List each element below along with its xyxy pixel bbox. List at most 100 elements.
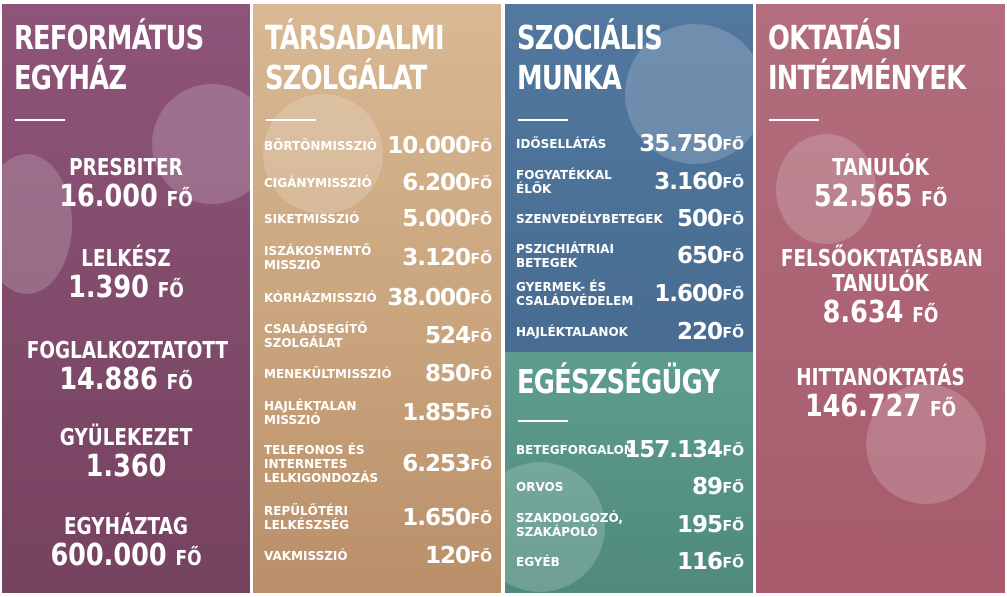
row-unit: FŐ (722, 555, 744, 572)
list-item: SZAKDOLGOZÓ, SZAKÁPOLÓ 195 FŐ (516, 509, 744, 541)
panel-title: REFORMÁTUS EGYHÁZ (14, 18, 204, 97)
stat-value: 146.727 (804, 389, 922, 424)
divider (518, 420, 568, 422)
stat-label: GYÜLEKEZET (59, 425, 193, 451)
stat-value: 1.390 (68, 270, 149, 305)
stat-unit: FŐ (912, 303, 939, 327)
row-label: ORVOS (516, 480, 564, 494)
divider (769, 119, 819, 121)
row-value: 38.000 (387, 285, 471, 311)
row-label: SZAKDOLGOZÓ, SZAKÁPOLÓ (516, 511, 623, 539)
stat-value: 52.565 (813, 179, 913, 214)
row-label: IDŐSELLÁTÁS (516, 137, 607, 151)
stat-value: 1.360 (85, 449, 167, 484)
background-photo (776, 134, 876, 244)
row-unit: FŐ (470, 457, 492, 474)
list-item: HAJLÉKTALAN MISSZIÓ 1.855 FŐ (264, 397, 492, 429)
stat-value: 16.000 (59, 179, 158, 214)
row-value: 6.200 (402, 170, 471, 196)
background-photo (625, 24, 753, 164)
row-label: MENEKÜLTMISSZIÓ (264, 367, 392, 381)
row-label: REPÜLŐTÉRI LELKÉSZSÉG (264, 504, 350, 532)
row-unit: FŐ (470, 549, 492, 566)
row-unit: FŐ (722, 212, 744, 229)
row-unit: FŐ (722, 137, 744, 154)
stat-felsooktatas: FELSŐOKTATÁSBAN TANULÓK 8.634 FŐ (756, 247, 1005, 331)
row-value: 1.650 (402, 505, 471, 531)
row-label: EGYÉB (516, 555, 560, 569)
stat-hittanoktatas: HITTANOKTATÁS 146.727 FŐ (756, 366, 1005, 425)
list-item: PSZICHIÁTRIAI BETEGEK 650 FŐ (516, 240, 744, 272)
panel-tarsadalmi: TÁRSADALMI SZOLGÁLAT BÖRTÖNMISSZIÓ 10.000… (253, 4, 501, 593)
row-unit: FŐ (722, 480, 744, 497)
row-value: 1.600 (654, 281, 723, 307)
row-unit: FŐ (722, 325, 744, 342)
row-label: PSZICHIÁTRIAI BETEGEK (516, 242, 614, 270)
list-item: SZENVEDÉLYBETEGEK 500 FŐ (516, 203, 744, 235)
row-value: 157.134 (624, 437, 723, 463)
row-value: 3.120 (402, 245, 471, 271)
stat-unit: FŐ (929, 397, 957, 421)
row-unit: FŐ (470, 367, 492, 384)
panel-reformatus: REFORMÁTUS EGYHÁZ PRESBITER 16.000 FŐ LE… (2, 4, 250, 593)
stat-value: 8.634 (822, 295, 904, 330)
list-item: CSALÁDSEGÍTŐ SZOLGÁLAT 524 FŐ (264, 320, 492, 352)
row-unit: FŐ (470, 329, 492, 346)
row-label: SIKETMISSZIÓ (264, 212, 360, 226)
list-item: EGYÉB 116 FŐ (516, 546, 744, 578)
row-value: 1.855 (402, 400, 471, 426)
divider (15, 119, 65, 121)
list-item: TELEFONOS ÉS INTERNETES LELKIGONDOZÁS 6.2… (264, 443, 492, 485)
list-item: KÓRHÁZMISSZIÓ 38.000 FŐ (264, 282, 492, 314)
row-label: SZENVEDÉLYBETEGEK (516, 212, 663, 226)
stat-label: PRESBITER (69, 155, 183, 181)
row-value: 116 (676, 549, 723, 575)
row-value: 35.750 (639, 131, 723, 157)
row-value: 6.253 (402, 451, 471, 477)
row-unit: FŐ (470, 511, 492, 528)
background-photo (505, 462, 605, 592)
background-photo (866, 384, 986, 504)
stat-label: FOGLALKOZTATOTT (26, 338, 228, 364)
list-item: VAKMISSZIÓ 120 FŐ (264, 540, 492, 572)
divider (518, 119, 568, 121)
stat-gyulekezet: GYÜLEKEZET 1.360 (2, 426, 250, 485)
background-photo (263, 94, 383, 214)
row-label: CIGÁNYMISSZIÓ (264, 176, 372, 190)
row-label: ISZÁKOSMENTŐ MISSZIÓ (264, 244, 372, 272)
row-unit: FŐ (470, 176, 492, 193)
row-value: 650 (676, 243, 723, 269)
row-label: BÖRTÖNMISSZIÓ (264, 139, 377, 153)
row-unit: FŐ (722, 175, 744, 192)
list-item: GYERMEK- ÉS CSALÁDVÉDELEM 1.600 FŐ (516, 278, 744, 310)
list-item: IDŐSELLÁTÁS 35.750 FŐ (516, 128, 744, 160)
row-unit: FŐ (722, 518, 744, 535)
list-item: BÖRTÖNMISSZIÓ 10.000 FŐ (264, 130, 492, 162)
stat-foglalkoztatott: FOGLALKOZTATOTT 14.886 FŐ (2, 339, 250, 398)
stat-unit: FŐ (166, 370, 193, 394)
background-photo (2, 154, 72, 294)
list-item: REPÜLŐTÉRI LELKÉSZSÉG 1.650 FŐ (264, 502, 492, 534)
row-label: CSALÁDSEGÍTŐ SZOLGÁLAT (264, 322, 368, 350)
panel-title: SZOCIÁLIS MUNKA (517, 18, 663, 97)
stat-label: LELKÉSZ (81, 246, 171, 272)
row-value: 220 (676, 319, 723, 345)
row-label: FOGYATÉKKAL ÉLŐK (516, 168, 612, 196)
row-unit: FŐ (470, 291, 492, 308)
row-label: TELEFONOS ÉS INTERNETES LELKIGONDOZÁS (264, 443, 379, 485)
list-item: BETEGFORGALOM 157.134 FŐ (516, 434, 744, 466)
row-value: 120 (424, 543, 471, 569)
stat-value: 600.000 (50, 538, 167, 573)
list-item: MENEKÜLTMISSZIÓ 850 FŐ (264, 358, 492, 390)
row-label: GYERMEK- ÉS CSALÁDVÉDELEM (516, 280, 634, 308)
background-photo (152, 84, 250, 204)
stat-lelkesz: LELKÉSZ 1.390 FŐ (2, 247, 250, 306)
stat-unit: FŐ (157, 278, 184, 302)
list-item: HAJLÉKTALANOK 220 FŐ (516, 316, 744, 348)
stat-egyhaztag: EGYHÁZTAG 600.000 FŐ (2, 515, 250, 574)
row-unit: FŐ (470, 406, 492, 423)
row-value: 89 (691, 474, 723, 500)
row-unit: FŐ (722, 249, 744, 266)
row-unit: FŐ (722, 287, 744, 304)
row-value: 3.160 (654, 169, 723, 195)
